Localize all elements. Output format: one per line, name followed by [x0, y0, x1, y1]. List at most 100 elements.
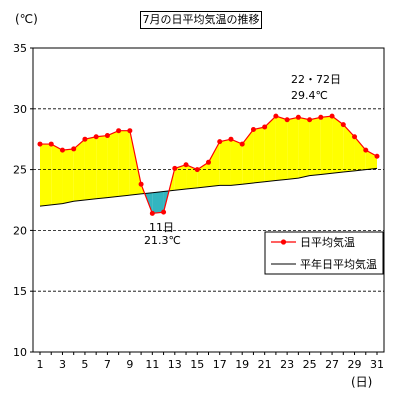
x-tick-label: 15: [190, 358, 204, 371]
x-tick-label: 9: [126, 358, 133, 371]
max-annotation-value: 29.4℃: [291, 89, 328, 102]
daily-point: [138, 181, 144, 187]
y-tick-label: 30: [13, 103, 27, 116]
x-tick-label: 23: [280, 358, 294, 371]
daily-point: [104, 133, 110, 139]
fill-above-normal: [354, 136, 366, 171]
fill-above-normal: [118, 130, 130, 197]
daily-point: [217, 139, 223, 145]
fill-above-normal: [208, 141, 220, 187]
daily-point: [262, 124, 268, 130]
fill-above-normal: [84, 136, 97, 200]
y-tick-label: 10: [13, 346, 27, 359]
fill-above-normal: [309, 117, 321, 176]
daily-point: [149, 210, 155, 216]
daily-series: [37, 113, 380, 216]
fill-above-normal: [96, 135, 108, 199]
fill-above-normal: [107, 130, 119, 198]
fill-above-normal: [219, 139, 231, 186]
daily-point: [352, 134, 358, 140]
daily-point: [82, 136, 88, 142]
fill-above-normal: [40, 144, 52, 207]
legend-box: [264, 231, 384, 275]
daily-point: [307, 117, 313, 123]
normal-series: [39, 167, 378, 207]
legend-daily-marker: [280, 239, 287, 245]
daily-point: [116, 128, 122, 134]
fill-below-normal: [152, 191, 164, 214]
x-tick-label: 13: [168, 358, 182, 371]
difference-fill-layer: [40, 116, 377, 214]
daily-point: [329, 113, 335, 119]
fill-above-normal: [174, 164, 187, 191]
daily-point: [206, 159, 211, 165]
fill-above-normal: [298, 117, 310, 179]
daily-point: [194, 167, 200, 173]
daily-point: [318, 114, 324, 120]
x-tick-label: 31: [370, 358, 384, 371]
x-tick-label: 21: [258, 358, 272, 371]
daily-point: [228, 136, 234, 142]
x-tick-label: 3: [59, 358, 66, 371]
x-tick-label: 27: [325, 358, 339, 371]
daily-point: [127, 128, 133, 134]
y-tick-label: 25: [13, 164, 27, 177]
x-tick-label: 17: [213, 358, 227, 371]
fill-above-normal: [62, 148, 74, 204]
x-tick-label: 7: [104, 358, 111, 371]
daily-point: [59, 147, 65, 153]
daily-point: [273, 113, 279, 119]
daily-point: [239, 141, 245, 147]
x-tick-label: 1: [37, 358, 44, 371]
daily-point: [374, 153, 380, 159]
x-tick-label: 5: [81, 358, 88, 371]
min-annotation-date: 11日: [149, 221, 174, 234]
x-tick-label: 29: [348, 358, 362, 371]
legend: 日平均気温 平年日平均気温: [264, 231, 384, 275]
x-tick-label: 25: [303, 358, 317, 371]
daily-point: [71, 146, 77, 152]
daily-point: [363, 147, 369, 153]
grid-lines: [33, 108, 384, 292]
daily-point: [250, 126, 256, 132]
daily-point: [37, 141, 43, 147]
fill-above-normal: [320, 116, 333, 175]
fill-above-normal: [287, 117, 299, 180]
fill-above-normal: [343, 124, 355, 173]
fill-above-normal: [253, 127, 265, 183]
min-annotation-value: 21.3℃: [144, 234, 181, 247]
y-tick-labels: 10 15 20 25 30 35: [13, 42, 27, 359]
plot-frame: [30, 47, 385, 355]
fill-above-normal: [264, 116, 276, 182]
y-tick-label: 15: [13, 285, 27, 298]
normal-line: [39, 167, 378, 207]
fill-above-normal: [242, 129, 254, 185]
fill-above-normal: [197, 162, 209, 188]
x-unit-label: (日): [351, 375, 372, 389]
daily-point: [48, 141, 54, 147]
daily-point: [172, 165, 178, 171]
y-unit-label: (℃): [15, 12, 38, 26]
y-tick-label: 20: [13, 224, 27, 237]
legend-normal-label: 平年日平均気温: [300, 257, 377, 271]
x-tick-label: 11: [145, 358, 159, 371]
fill-above-normal: [275, 116, 288, 181]
daily-point: [284, 117, 290, 123]
fill-above-normal: [230, 139, 243, 186]
daily-point: [295, 114, 301, 120]
daily-point: [93, 134, 99, 140]
daily-point: [161, 209, 167, 215]
fill-above-normal: [186, 164, 198, 190]
legend-daily-label: 日平均気温: [300, 235, 355, 249]
y-tick-label: 35: [13, 42, 27, 55]
fill-above-normal: [73, 139, 85, 202]
max-annotation-date: 22・72日: [291, 73, 341, 86]
fill-above-normal: [332, 116, 344, 174]
daily-point: [340, 122, 346, 128]
x-tick-labels: 1 3 5 7 9 11 13 15 17 19 21 23 25 27 29 31: [37, 358, 385, 371]
chart-title: 7月の日平均気温の推移: [140, 11, 262, 29]
x-tick-label: 19: [235, 358, 249, 371]
fill-above-normal: [51, 144, 63, 205]
daily-point: [183, 162, 189, 168]
